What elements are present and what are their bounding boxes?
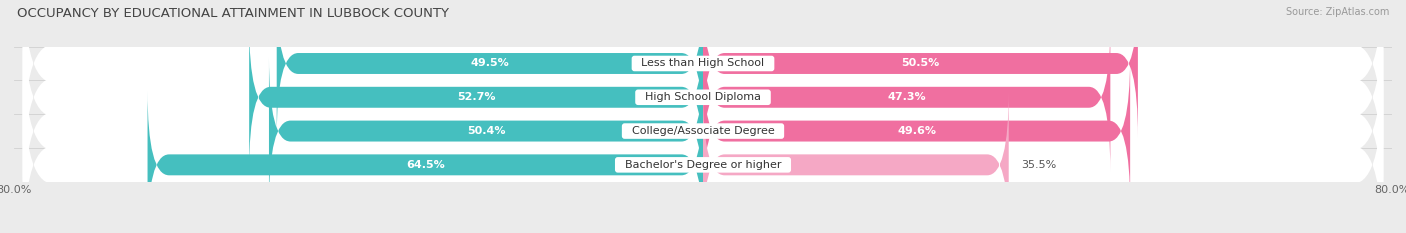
Text: Less than High School: Less than High School [634, 58, 772, 69]
FancyBboxPatch shape [269, 57, 703, 205]
Text: Source: ZipAtlas.com: Source: ZipAtlas.com [1285, 7, 1389, 17]
Text: 64.5%: 64.5% [406, 160, 444, 170]
Text: 52.7%: 52.7% [457, 92, 495, 102]
Text: Bachelor's Degree or higher: Bachelor's Degree or higher [617, 160, 789, 170]
Text: 35.5%: 35.5% [1022, 160, 1057, 170]
Text: 50.4%: 50.4% [467, 126, 505, 136]
FancyBboxPatch shape [703, 57, 1130, 205]
FancyBboxPatch shape [22, 65, 1384, 233]
Text: 50.5%: 50.5% [901, 58, 939, 69]
FancyBboxPatch shape [22, 0, 1384, 197]
Text: 49.5%: 49.5% [471, 58, 509, 69]
FancyBboxPatch shape [703, 91, 1008, 233]
Text: OCCUPANCY BY EDUCATIONAL ATTAINMENT IN LUBBOCK COUNTY: OCCUPANCY BY EDUCATIONAL ATTAINMENT IN L… [17, 7, 449, 20]
FancyBboxPatch shape [22, 0, 1384, 163]
FancyBboxPatch shape [249, 23, 703, 171]
FancyBboxPatch shape [148, 91, 703, 233]
FancyBboxPatch shape [703, 0, 1137, 137]
Text: College/Associate Degree: College/Associate Degree [624, 126, 782, 136]
Text: 47.3%: 47.3% [887, 92, 927, 102]
Text: High School Diploma: High School Diploma [638, 92, 768, 102]
FancyBboxPatch shape [22, 32, 1384, 230]
FancyBboxPatch shape [277, 0, 703, 137]
FancyBboxPatch shape [703, 23, 1111, 171]
Text: 49.6%: 49.6% [897, 126, 936, 136]
